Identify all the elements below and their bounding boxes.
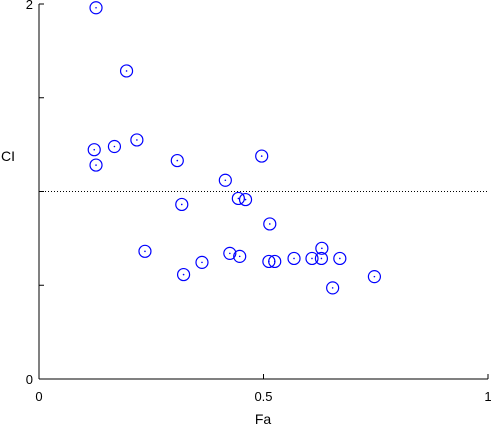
data-point [255, 149, 269, 163]
data-point-marker [326, 281, 340, 295]
x-tick-label: 0.5 [254, 389, 272, 404]
data-point-center [93, 148, 96, 151]
x-tick-label: 1 [484, 389, 491, 404]
data-point-center [244, 198, 247, 201]
data-point [367, 270, 382, 284]
data-point [170, 153, 184, 168]
data-point-marker [367, 270, 382, 284]
data-point [233, 249, 247, 263]
data-point-marker [223, 246, 237, 260]
data-point [138, 244, 152, 258]
data-point [195, 255, 209, 269]
y-tick-label: 2 [26, 0, 33, 12]
data-point-center [144, 250, 146, 253]
data-point [175, 197, 189, 212]
data-point-center [95, 6, 97, 9]
axes [38, 3, 489, 380]
data-point-center [311, 257, 313, 260]
data-point-marker [89, 1, 103, 15]
data-point-center [321, 247, 323, 250]
data-point-center [176, 159, 179, 162]
data-point-marker [238, 192, 253, 207]
data-point-marker [305, 251, 319, 266]
data-point-marker [89, 158, 103, 172]
data-point [107, 139, 122, 154]
data-point [326, 281, 340, 295]
data-point [263, 217, 277, 231]
data-point-center [273, 260, 276, 263]
data-point-marker [287, 251, 301, 266]
data-point [119, 64, 134, 78]
x-tick-label: 0 [35, 389, 42, 404]
data-point [89, 1, 103, 15]
data-point-center [373, 275, 376, 278]
data-point-center [136, 139, 138, 141]
data-point-marker [138, 244, 152, 258]
data-point-marker [195, 255, 209, 269]
data-point-marker [263, 217, 277, 231]
data-point-center [320, 257, 323, 260]
data-point-center [113, 145, 116, 148]
data-point [314, 251, 329, 266]
data-point [130, 133, 144, 147]
data-point-marker [218, 173, 232, 187]
data-point-marker [255, 149, 269, 163]
data-point [287, 251, 301, 266]
data-point-marker [314, 251, 329, 266]
data-point-marker [130, 133, 144, 147]
tick-labels: 0 0.5 1 0 2 [26, 0, 491, 404]
data-points [87, 1, 382, 295]
data-point-marker [87, 143, 101, 157]
data-point-center [229, 252, 231, 255]
data-point-marker [231, 191, 245, 206]
data-point-center [339, 257, 341, 260]
y-axis-label: CI [1, 148, 15, 164]
data-point-center [238, 255, 241, 258]
data-point [333, 251, 347, 266]
data-point-center [182, 273, 185, 276]
data-point-marker [233, 249, 247, 263]
data-point-marker [175, 197, 189, 212]
data-point-center [95, 164, 97, 166]
data-point-center [293, 257, 295, 260]
data-point [223, 246, 237, 260]
y-tick-label: 0 [26, 372, 33, 387]
data-point-marker [268, 254, 282, 269]
data-point-marker [333, 251, 347, 266]
data-point-marker [119, 64, 134, 78]
data-point-marker [170, 153, 184, 168]
data-point-center [260, 155, 263, 157]
data-point-marker [176, 267, 191, 282]
data-point-center [180, 203, 183, 206]
x-axis-label: Fa [255, 411, 272, 427]
data-point-center [331, 287, 334, 289]
data-point-center [224, 179, 227, 182]
data-point [231, 191, 245, 206]
data-point-center [268, 223, 271, 225]
data-point-center [201, 261, 203, 264]
data-point [238, 192, 253, 207]
data-point [87, 143, 101, 157]
data-point [305, 251, 319, 266]
data-point [218, 173, 232, 187]
data-point [315, 241, 329, 255]
data-point-marker [107, 139, 122, 154]
data-point-center [237, 197, 240, 200]
data-point-marker [315, 241, 329, 255]
data-point-center [125, 70, 128, 72]
data-point [268, 254, 282, 269]
data-point [176, 267, 191, 282]
data-point [89, 158, 103, 172]
